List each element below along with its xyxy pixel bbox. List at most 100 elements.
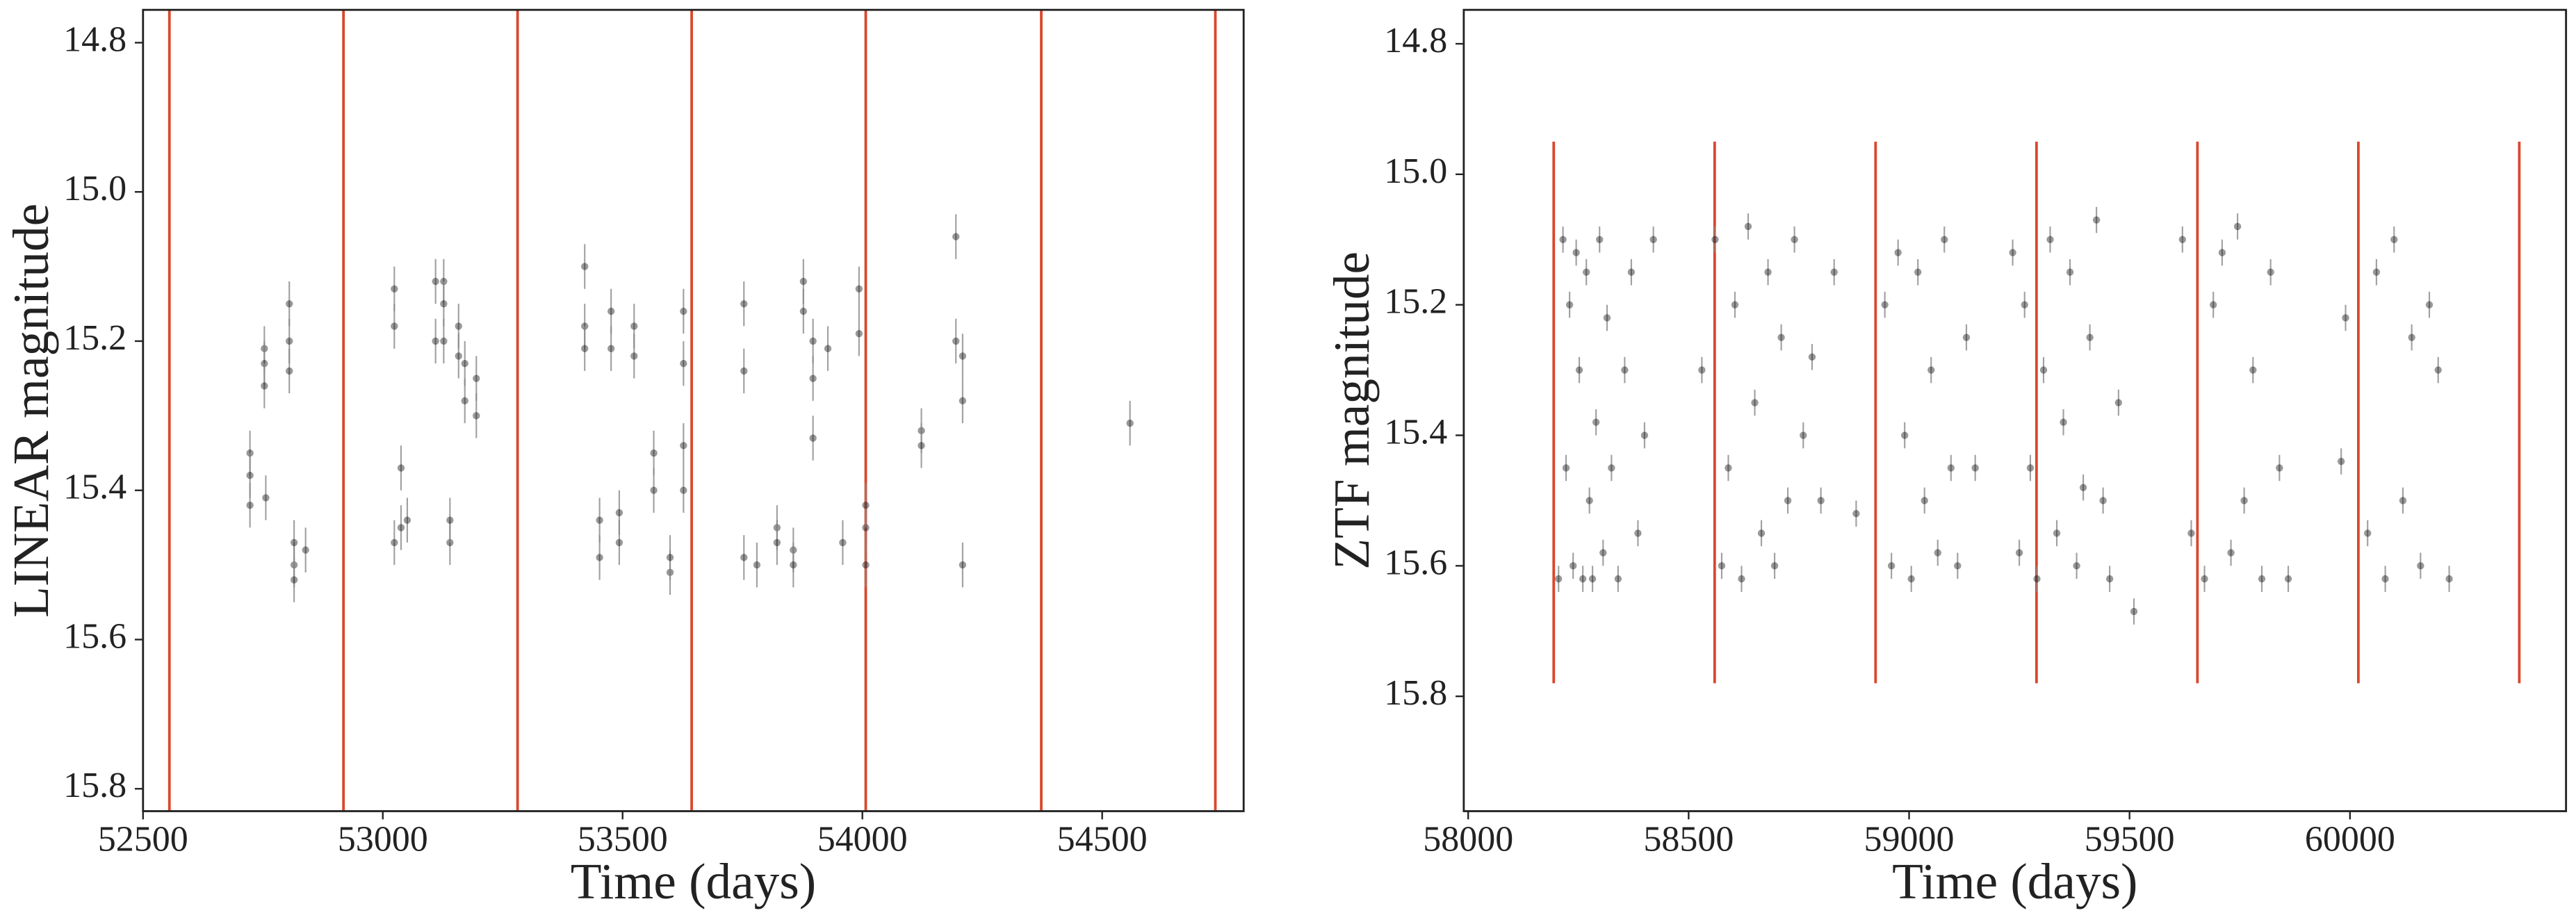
point: [2187, 529, 2195, 537]
point: [2390, 236, 2398, 243]
point: [2105, 575, 2114, 583]
point: [473, 412, 480, 420]
point: [1575, 366, 1583, 374]
y-tick-label: 15.8: [63, 766, 127, 805]
point: [1900, 431, 1909, 439]
point: [2086, 334, 2094, 341]
point: [1569, 562, 1577, 570]
point: [615, 509, 623, 517]
x-tick-label: 60000: [2305, 819, 2395, 859]
point: [1764, 268, 1772, 276]
point: [1817, 497, 1825, 504]
point: [680, 486, 687, 494]
point: [2079, 484, 2087, 491]
axes-frame: [142, 8, 1245, 812]
x-tick-label: 52500: [98, 819, 188, 859]
point: [1921, 497, 1928, 504]
point: [2039, 366, 2048, 374]
point: [607, 345, 615, 352]
point: [2249, 366, 2257, 374]
point: [680, 442, 687, 450]
y-axis-label: ZTF magnitude: [1323, 252, 1380, 570]
point: [1830, 268, 1838, 276]
point: [740, 554, 748, 561]
y-tick-label: 15.6: [63, 616, 127, 656]
point: [1627, 268, 1636, 276]
point: [432, 337, 439, 345]
point: [286, 367, 293, 375]
point: [1711, 236, 1719, 243]
axes-frame: [1462, 8, 2568, 812]
point: [1751, 399, 1759, 406]
point: [666, 554, 674, 561]
y-tick-label: 15.4: [63, 468, 127, 507]
point: [1941, 236, 1948, 243]
point: [680, 359, 687, 368]
point: [740, 300, 748, 308]
point: [790, 561, 797, 569]
point: [1649, 236, 1657, 243]
point: [862, 561, 870, 569]
point: [773, 538, 781, 547]
point: [2066, 268, 2074, 276]
y-tick-label: 15.8: [1384, 673, 1447, 713]
point: [1757, 529, 1766, 537]
x-axis-label: Time (days): [1892, 853, 2137, 909]
point: [1914, 268, 1922, 276]
y-tick-label: 15.2: [1384, 282, 1447, 322]
point: [1800, 431, 1807, 439]
point: [2015, 549, 2023, 557]
point: [824, 345, 832, 352]
point: [262, 494, 270, 502]
point: [2372, 268, 2381, 276]
x-tick-label: 54000: [817, 819, 908, 859]
point: [1640, 431, 1649, 439]
y-tick-label: 15.2: [63, 318, 127, 358]
point: [286, 300, 293, 308]
point: [1947, 464, 1955, 472]
point: [1954, 562, 1962, 570]
point: [1614, 575, 1622, 583]
point: [246, 472, 254, 479]
point: [1738, 575, 1745, 583]
point: [2258, 575, 2266, 583]
point: [403, 516, 411, 524]
point: [1777, 334, 1785, 341]
point: [918, 442, 925, 450]
point: [1555, 575, 1563, 583]
point: [246, 449, 254, 457]
point: [473, 374, 480, 382]
x-tick-label: 53500: [578, 819, 668, 859]
point: [2240, 497, 2248, 504]
point: [2445, 575, 2453, 583]
point: [809, 337, 817, 345]
point: [1572, 249, 1580, 256]
point: [1791, 236, 1798, 243]
point: [959, 352, 967, 360]
point: [1784, 497, 1792, 504]
point: [2434, 366, 2442, 374]
point: [261, 382, 268, 390]
point: [290, 538, 298, 547]
point: [1126, 419, 1134, 427]
x-axis-label: Time (days): [571, 853, 816, 909]
point: [1894, 249, 1902, 256]
point: [1565, 301, 1574, 308]
point: [1698, 366, 1706, 374]
point: [2178, 236, 2187, 243]
point: [1852, 510, 1860, 518]
point: [1621, 366, 1629, 374]
point: [1585, 497, 1593, 504]
point: [2381, 575, 2389, 583]
point: [246, 502, 254, 509]
point: [391, 322, 398, 330]
point: [2342, 314, 2349, 322]
y-tick-label: 15.4: [1384, 412, 1447, 452]
point: [809, 434, 817, 442]
point: [2021, 301, 2028, 308]
point: [680, 307, 687, 315]
point: [391, 285, 398, 293]
point: [2033, 575, 2041, 583]
point: [1731, 301, 1739, 308]
